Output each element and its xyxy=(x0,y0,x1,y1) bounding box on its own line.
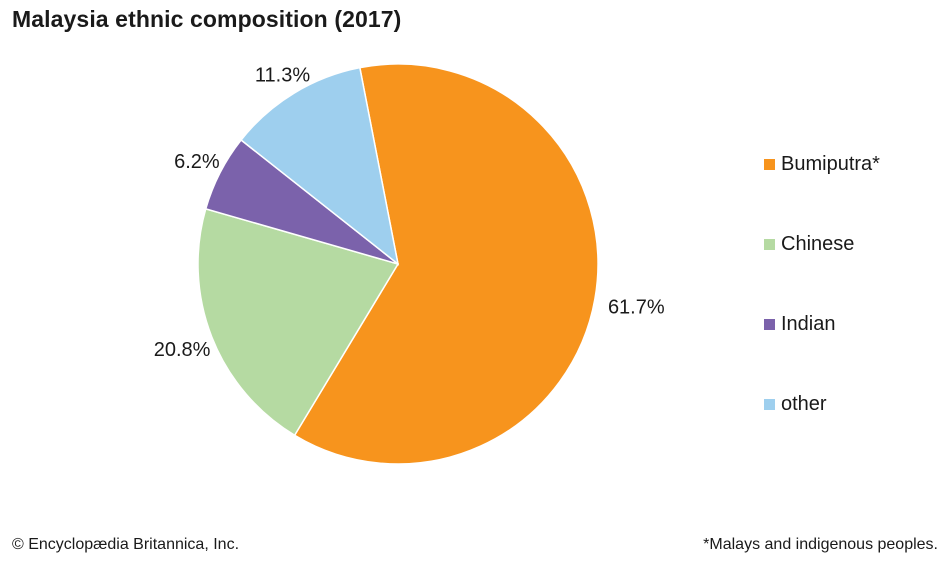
pie-value-label: 61.7% xyxy=(608,296,665,318)
legend-label: Indian xyxy=(781,312,836,335)
legend-label: Chinese xyxy=(781,232,855,255)
legend-item-other: other xyxy=(764,364,880,444)
pie-value-label: 11.3% xyxy=(255,64,310,86)
legend-swatch xyxy=(764,398,775,410)
pie-slice-other xyxy=(240,66,400,266)
pie-value-labels: 61.7% 20.8% 6.2% 11.3% xyxy=(154,64,665,360)
copyright-credit: © Encyclopædia Britannica, Inc. xyxy=(12,536,240,553)
legend-label: Bumiputra* xyxy=(781,152,880,175)
pie-slices xyxy=(197,63,599,465)
pie-value-label: 20.8% xyxy=(154,339,211,361)
legend-swatch xyxy=(764,158,775,170)
legend-swatch xyxy=(764,238,775,250)
footnote: *Malays and indigenous peoples. xyxy=(703,536,938,553)
chart-title: Malaysia ethnic composition (2017) xyxy=(12,6,402,32)
pie-slice-bumiputra xyxy=(293,63,599,465)
legend-item-bumiputra: Bumiputra* xyxy=(764,124,880,204)
pie-value-label: 6.2% xyxy=(174,151,220,173)
legend-item-indian: Indian xyxy=(764,284,880,364)
legend-swatch xyxy=(764,318,775,330)
pie-slice-chinese xyxy=(197,207,400,437)
legend-label: other xyxy=(781,392,827,415)
legend-item-chinese: Chinese xyxy=(764,204,880,284)
chart-legend: Bumiputra* Chinese Indian other xyxy=(764,124,880,444)
